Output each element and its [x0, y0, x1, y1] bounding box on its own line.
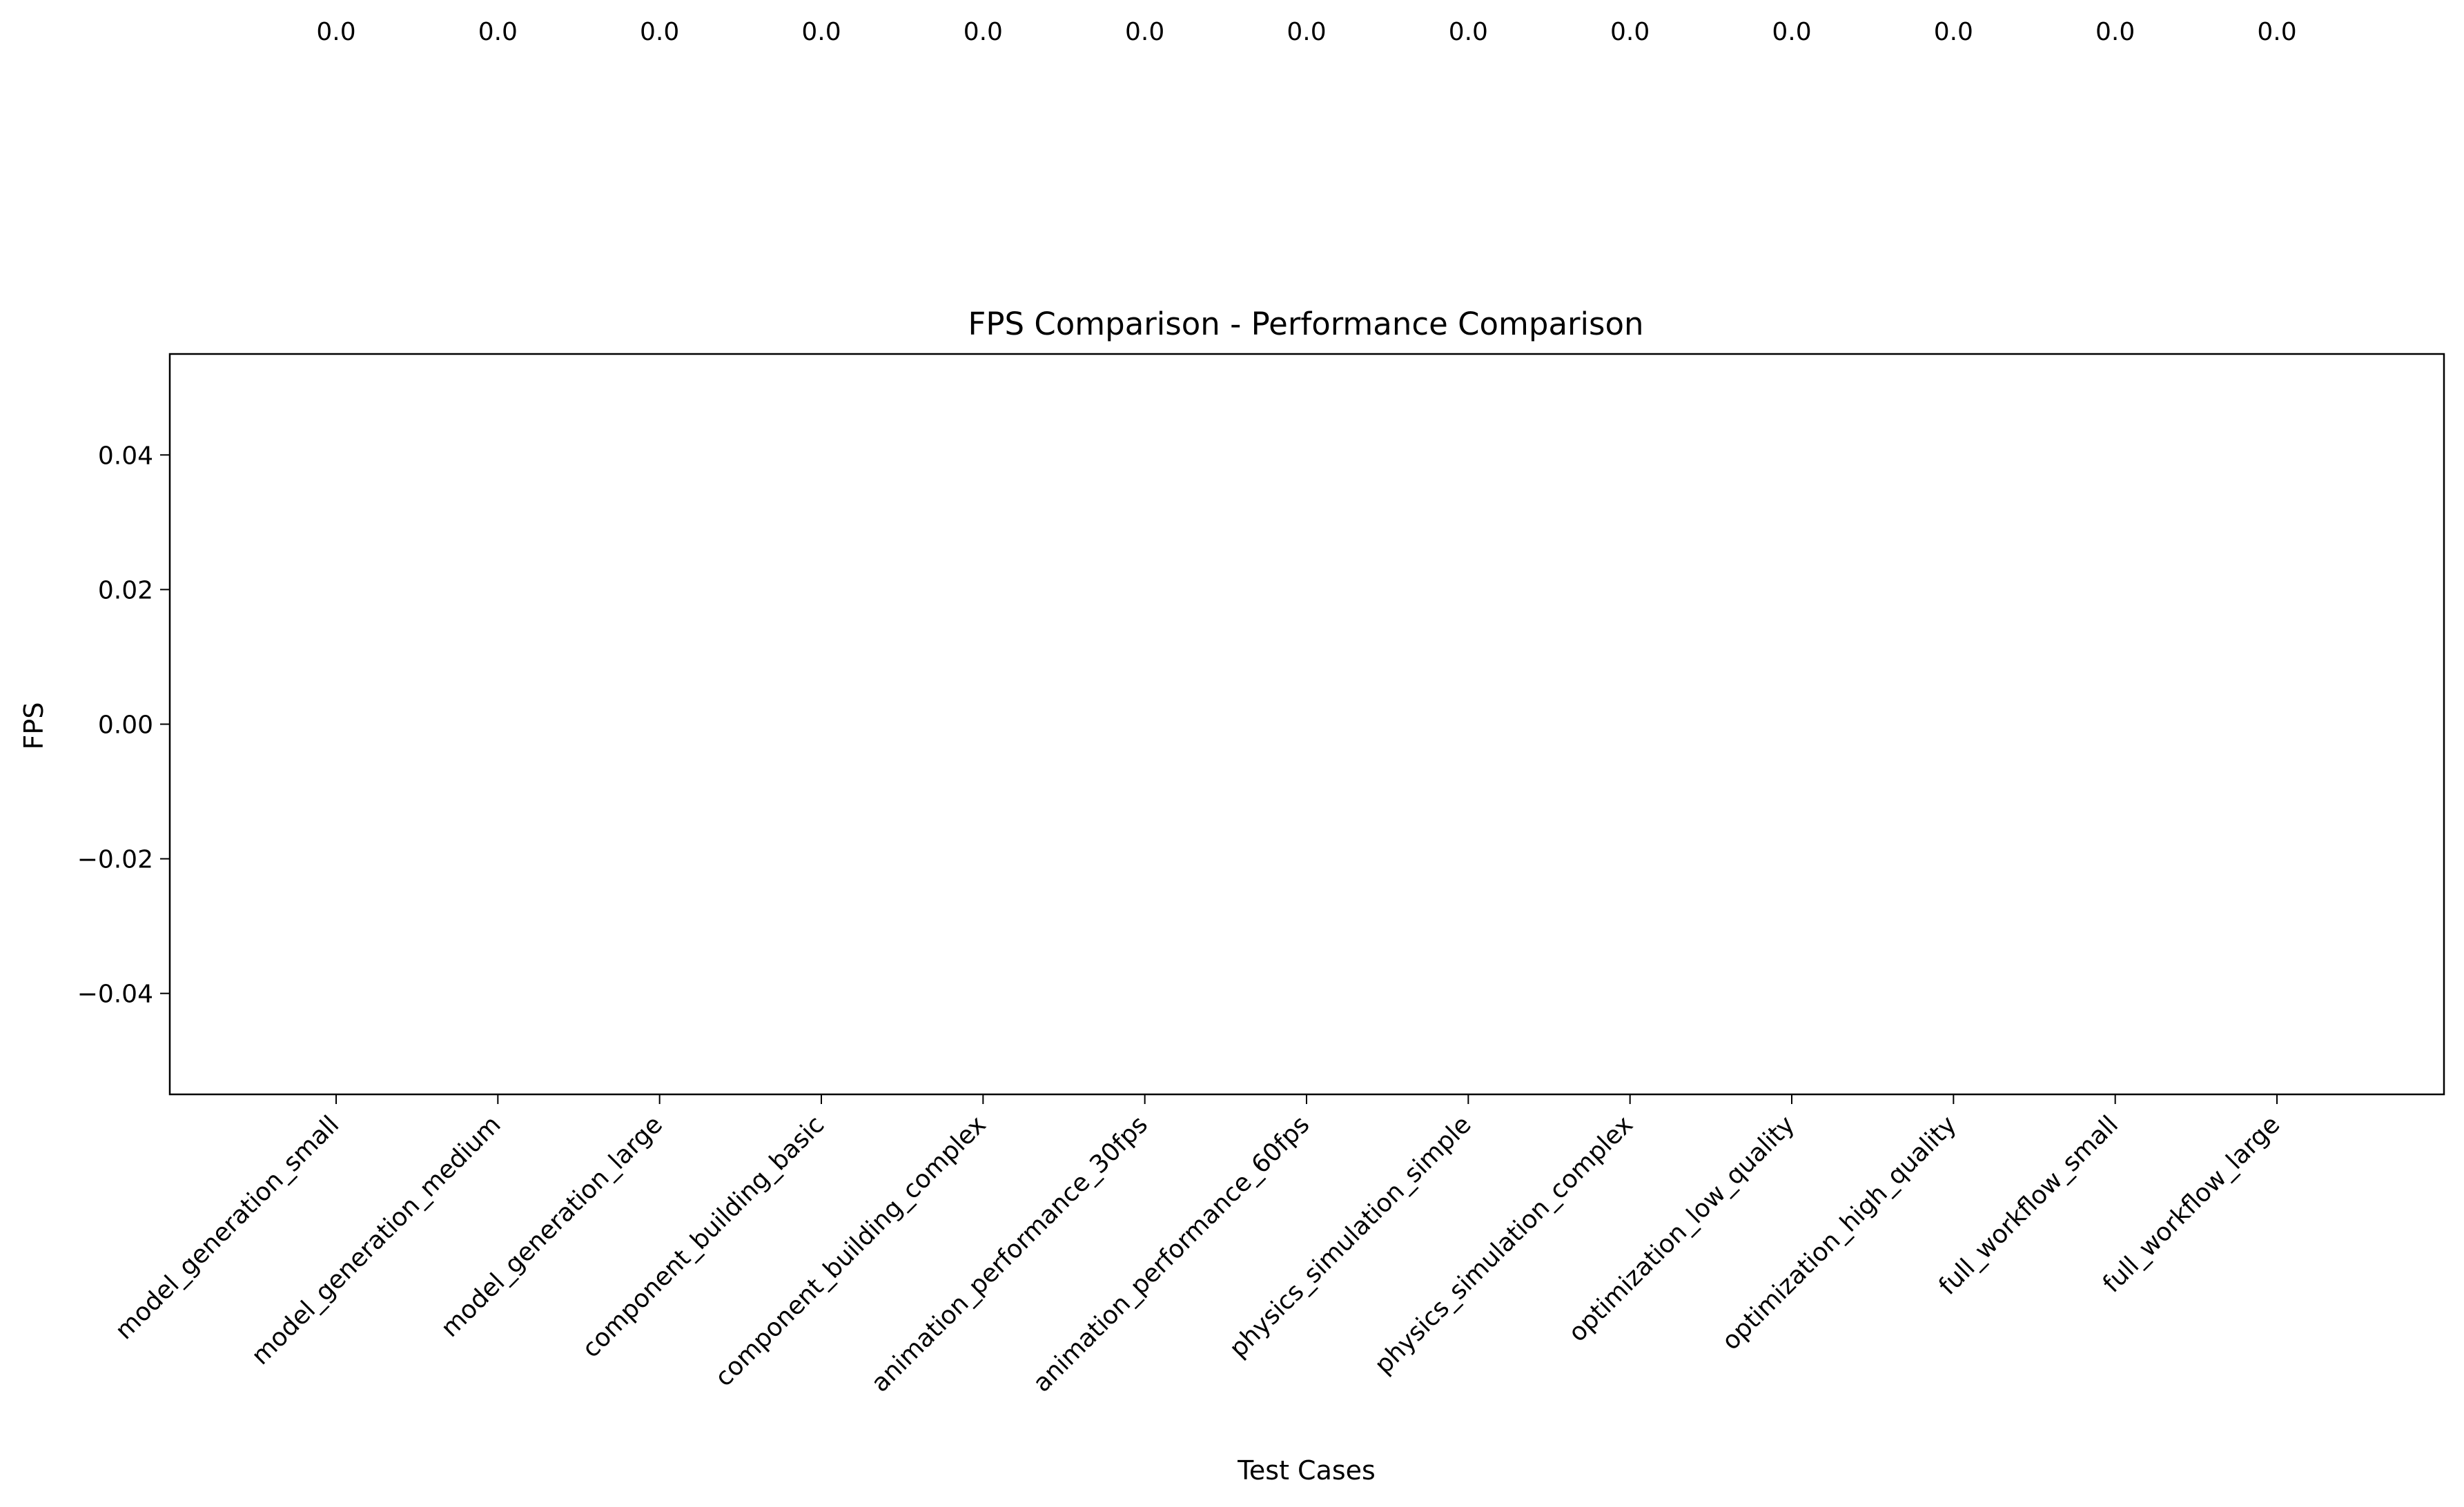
data-label: 0.0 [1772, 18, 1811, 46]
data-label: 0.0 [964, 18, 1003, 46]
chart-title: FPS Comparison - Performance Comparison [968, 306, 1643, 342]
data-label: 0.0 [1610, 18, 1650, 46]
data-label: 0.0 [2095, 18, 2135, 46]
y-tick-label: −0.04 [77, 981, 153, 1009]
y-axis-label: FPS [19, 702, 49, 750]
data-label: 0.0 [1449, 18, 1488, 46]
data-label: 0.0 [640, 18, 679, 46]
y-tick-label: 0.04 [98, 442, 153, 470]
data-label: 0.0 [316, 18, 355, 46]
data-label: 0.0 [1125, 18, 1164, 46]
y-tick-label: 0.00 [98, 711, 153, 740]
data-label: 0.0 [1934, 18, 1973, 46]
data-labels-layer: 0.0 0.0 0.0 0.0 0.0 0.0 0.0 0.0 0.0 0.0 0.0 0.0 0.0 [316, 18, 2296, 46]
data-label: 0.0 [801, 18, 841, 46]
y-axis: −0.04 −0.02 0.00 0.02 0.04 [77, 442, 170, 1009]
y-tick-label: −0.02 [77, 846, 153, 874]
data-label: 0.0 [2257, 18, 2296, 46]
y-tick-label: 0.02 [98, 576, 153, 604]
data-label: 0.0 [478, 18, 518, 46]
x-axis-label: Test Cases [1237, 1455, 1376, 1486]
data-label: 0.0 [1287, 18, 1326, 46]
